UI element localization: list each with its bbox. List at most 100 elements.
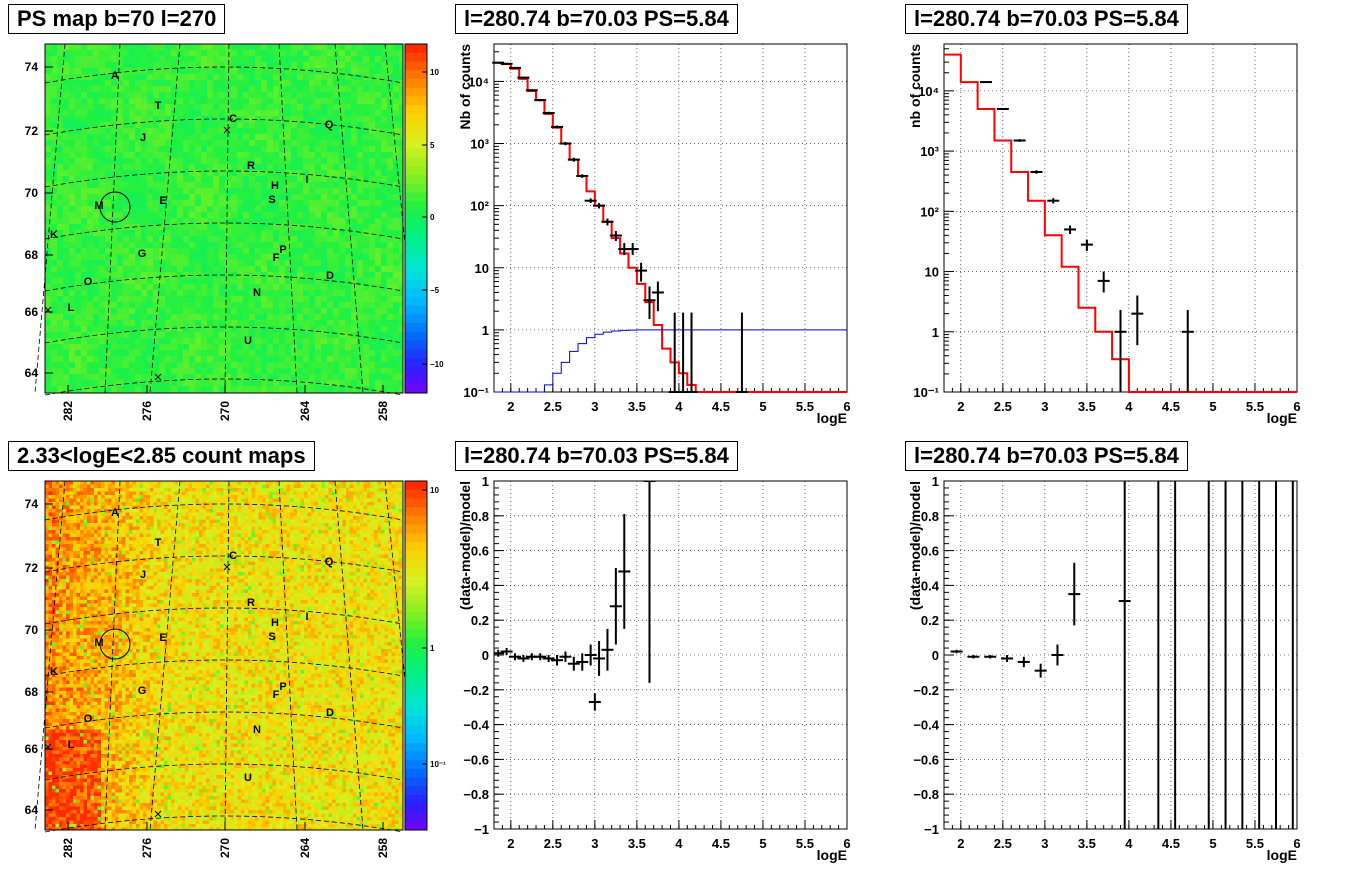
colorbar-segment [405,646,427,656]
colorbar-tick-label: 10⁻¹ [430,760,446,769]
y-tick-label: −0.8 [913,787,939,802]
colorbar-tick-label: 1 [430,644,435,653]
source-label-I: I [305,174,308,186]
colorbar-segment [405,148,427,158]
y-tick-label: 0 [932,648,939,663]
latitude-line [44,274,404,292]
map-title-counts: 2.33<logE<2.85 count maps [8,441,315,471]
colorbar-segment [405,629,427,639]
colorbar-segment [405,568,427,578]
latitude-line [44,555,404,573]
x-tick-label: 3 [591,399,598,414]
colorbar-segment [405,96,427,106]
colorbar-segment [405,786,427,796]
colorbar-segment [405,795,427,805]
x-axis-label: logE [1267,410,1297,426]
map-y-tick-label: 74 [25,497,39,511]
x-tick-label: 4.5 [1162,836,1180,851]
colorbar-tick-label: −10 [430,360,444,369]
source-circle [99,191,131,223]
x-tick-label: 2.5 [544,399,562,414]
map-cells [45,481,403,830]
colorbar-segment [405,314,427,324]
colorbar-segment [405,131,427,141]
x-tick-label: 2.5 [994,399,1012,414]
map-y-tick-label: 66 [25,305,39,319]
source-cross [223,126,231,134]
x-tick-label: 4.5 [712,836,730,851]
latitude-line [44,763,404,781]
y-tick-label: 0.2 [471,613,489,628]
y-tick-label: −0.2 [913,683,939,698]
colorbar-segment [405,157,427,167]
x-tick-label: 4.5 [1162,399,1180,414]
colorbar-frame [404,43,428,394]
longitude-line [34,43,66,394]
colorbar-segment [405,218,427,228]
colorbar-segment [405,812,427,822]
colorbar-segment [405,515,427,526]
source-label-A: A [111,70,119,82]
colorbar-segment [405,681,427,691]
x-tick-label: 3.5 [1078,399,1096,414]
map-y-tick-label: 64 [25,803,39,817]
colorbar-segment [405,305,427,315]
x-tick-label: 5 [1209,836,1216,851]
map-x-tick-label: 282 [61,838,75,858]
map-y-tick-label: 74 [25,60,39,74]
latitude-line [44,815,404,833]
residual-title-right: l=280.74 b=70.03 PS=5.84 [905,441,1188,471]
x-tick-label: 2.5 [544,836,562,851]
source-label-H: H [271,180,279,192]
y-tick-label: −1 [924,822,939,837]
latitude-line [44,378,404,396]
map-frame [44,43,404,394]
y-tick-label: 1 [932,474,939,489]
source-label-J: J [140,132,146,144]
y-tick-label: −0.2 [463,683,489,698]
colorbar-segment [405,192,427,202]
source-label-Q: Q [325,556,334,568]
source-label-F: F [273,689,280,701]
x-tick-label: 5 [1209,399,1216,414]
longitude-line [149,480,181,831]
longitude-line [334,480,364,831]
map-y-tick-label: 66 [25,742,39,756]
map-panel-bl: A T C J Q R H I S M E K G PF D O N L U 74 72 70 68 66 64 282 276 27… [25,480,446,858]
colorbar-segment [405,349,427,359]
latitude-line [44,659,404,677]
colorbar-segment [405,270,427,281]
y-tick-label: 0 [482,648,489,663]
colorbar-segment [405,227,427,237]
longitude-line [104,43,121,394]
longitude-line [278,43,298,394]
colorbar-segment [405,122,427,132]
map-x-tick-label: 264 [298,838,312,858]
longitude-line [34,480,66,831]
source-cross [154,810,162,818]
x-tick-label: 5.5 [796,399,814,414]
colorbar-segment [405,699,427,709]
residual-points [494,481,656,711]
y-tick-label: 0.4 [471,578,490,593]
colorbar-segment [405,331,427,342]
x-tick-label: 6 [1293,399,1300,414]
colorbar-segment [405,235,427,246]
map-x-tick-label: 258 [376,401,390,421]
map-x-tick-label: 276 [140,838,154,858]
source-label-J: J [140,569,146,581]
residual-points [950,481,1294,829]
spectrum-title-right: l=280.74 b=70.03 PS=5.84 [905,4,1188,34]
colorbar-segment [405,201,427,211]
source-label-C: C [229,550,237,562]
source-label-K: K [50,666,58,678]
x-tick-label: 2 [957,399,964,414]
source-label-E: E [159,632,166,644]
residual-title-left: l=280.74 b=70.03 PS=5.84 [455,441,738,471]
source-label-U: U [244,772,252,784]
spectrum-title-left: l=280.74 b=70.03 PS=5.84 [455,4,738,34]
source-label-E: E [159,195,166,207]
source-label-T: T [155,537,162,549]
colorbar-segment [405,751,427,761]
